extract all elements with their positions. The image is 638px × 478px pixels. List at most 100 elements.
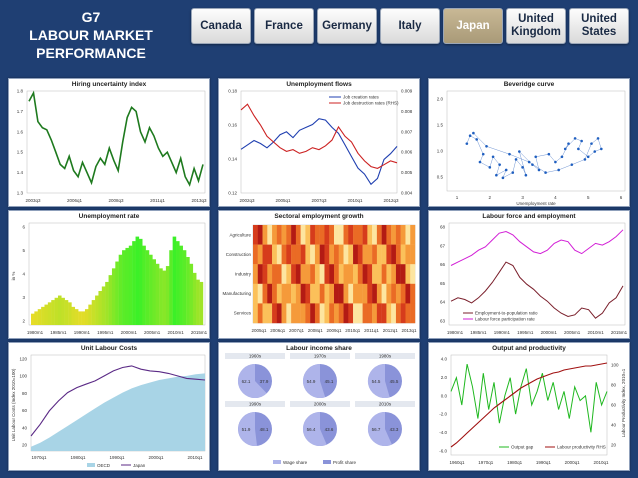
y-tick-label: 0.009 [401, 89, 413, 94]
x-tick-label: 2006q1 [270, 328, 286, 333]
y-tick-label: 80 [22, 391, 28, 396]
tab-italy[interactable]: Italy [380, 8, 440, 44]
tab-canada[interactable]: Canada [191, 8, 251, 44]
pie-decade-label: 1960s [249, 354, 262, 359]
x-tick-label: 6 [620, 195, 623, 200]
x-tick-label: 2006q1 [67, 198, 83, 203]
heatmap-cell [386, 225, 392, 245]
unemployment-bar [108, 275, 113, 325]
unemployment-bar [71, 306, 76, 325]
pie-decade-label: 2000s [314, 402, 327, 407]
y-axis-label-right: Labour Productivity Index, 2010=1 [621, 368, 626, 437]
unemployment-bar [122, 250, 126, 325]
legend-label-participation: Labour force participation rate [475, 317, 535, 322]
heatmap-cell [357, 264, 363, 284]
unemployment-bar [149, 254, 153, 325]
heatmap-cell [353, 244, 359, 265]
chart-title: Sectoral employment growth [274, 213, 364, 220]
x-tick-label: 2011q1 [364, 328, 379, 333]
unemployment-bar [95, 295, 99, 325]
heatmap-row-label: Industry [235, 272, 252, 277]
tab-germany[interactable]: Germany [317, 8, 377, 44]
pie-wage-value: 62.1 [242, 379, 251, 384]
heatmap-cell [267, 225, 273, 245]
x-tick-label: 2010q1 [345, 328, 361, 333]
beveridge-point [501, 176, 505, 180]
employment-ratio-line [450, 261, 624, 319]
panel-unit-labour-costs[interactable]: Unit Labour Costs 20 40 60 80 100 120 1970q1 19… [8, 342, 210, 471]
pie-profit-value: 45.1 [325, 379, 334, 384]
heatmap-cell [300, 225, 306, 245]
panel-labour-income-share[interactable]: Labour income share 1960s 62.1 37.9 1970s 54… [218, 342, 420, 471]
y-tick-label: 40 [22, 425, 28, 430]
x-tick-label: 1960q1 [449, 460, 465, 465]
heatmap-cell [376, 264, 382, 284]
beveridge-point [488, 166, 492, 169]
output-gap-line [450, 363, 608, 433]
beveridge-point [527, 160, 531, 164]
heatmap-cell [343, 225, 349, 245]
heatmap-cell [381, 283, 387, 304]
x-tick-label: 2012q3 [383, 198, 399, 203]
unemployment-bar [132, 241, 136, 325]
chart-title: Unemployment flows [286, 81, 352, 88]
x-tick-label: 2005q1 [275, 198, 291, 203]
beveridge-point [583, 158, 587, 161]
y-tick-label: 60 [611, 403, 617, 408]
y-tick-label: 100 [19, 374, 27, 379]
heatmap-cell [310, 303, 316, 324]
heatmap-cell [262, 225, 268, 245]
panel-unemployment-rate[interactable]: Unemployment rate 2 3 4 5 6 1980m1 1985m1 1990m… [8, 210, 210, 339]
heatmap-cell [353, 283, 359, 304]
heatmap-cell [257, 283, 263, 304]
panel-output-productivity[interactable]: Output and productivity -6.0 -4.0 -2.0 0.0 2… [428, 342, 630, 471]
beveridge-point [544, 171, 547, 174]
tab-japan[interactable]: Japan [443, 8, 503, 44]
panel-sectoral-growth[interactable]: Sectoral employment growth Agriculture Co… [218, 210, 420, 339]
y-tick-label: 68 [440, 225, 446, 230]
heatmap-cell [410, 225, 416, 245]
unemployment-bar [155, 263, 160, 325]
x-tick-label: 1980m1 [27, 330, 44, 335]
heatmap-cell [310, 283, 316, 304]
beveridge-point [468, 134, 472, 138]
beveridge-point [586, 155, 590, 159]
pie-wage-value: 54.9 [307, 379, 316, 384]
heatmap-cell [276, 264, 282, 284]
tab-united-kingdom[interactable]: United Kingdom [506, 8, 566, 44]
beveridge-point [596, 137, 600, 140]
heatmap-cell [262, 303, 268, 324]
y-tick-label: 2.0 [441, 375, 448, 380]
plot-frame [26, 90, 206, 194]
pie-profit-value: 37.9 [260, 379, 269, 384]
tab-united-states[interactable]: United States [569, 8, 629, 44]
panel-labour-force[interactable]: Labour force and employment 63 64 65 66 67 68… [428, 210, 630, 339]
chart-title: Labour income share [286, 345, 352, 352]
heatmap-cell [324, 264, 330, 284]
heatmap-cell [334, 303, 339, 324]
x-tick-label: 1980m1 [447, 330, 464, 335]
heatmap-cell [381, 225, 387, 245]
unemployment-bar [91, 300, 96, 325]
unemployment-bar [145, 250, 150, 325]
beveridge-point [521, 166, 524, 169]
heatmap-cell [295, 303, 301, 324]
legend-swatch-oecd [87, 463, 95, 467]
heatmap-cell [353, 264, 359, 284]
panel-hiring-uncertainty[interactable]: Hiring uncertainty index 1.3 1.4 1.5 1.6 1.7… [8, 78, 210, 207]
heatmap-cell [376, 303, 382, 324]
panel-beveridge-curve[interactable]: Beveridge curve 0.5 1.0 1.5 2.0 1 2 3 4 5 6 Unempl… [428, 78, 630, 207]
legend-label-oecd: OECD [97, 463, 111, 468]
heatmap-cell [395, 225, 401, 245]
heatmap-cell [410, 303, 416, 324]
x-tick-label: 2007q3 [311, 198, 327, 203]
legend-swatch-profit [323, 460, 331, 464]
tab-france[interactable]: France [254, 8, 314, 44]
heatmap-cell [305, 244, 311, 265]
heatmap-cell [253, 303, 258, 324]
heatmap-cell [381, 264, 387, 284]
panel-unemployment-flows[interactable]: Unemployment flows 0.12 0.14 0.16 0.18 0.004… [218, 78, 420, 207]
y-tick-label: 2 [22, 319, 25, 324]
heatmap-cell [391, 283, 397, 304]
beveridge-point [563, 147, 567, 151]
